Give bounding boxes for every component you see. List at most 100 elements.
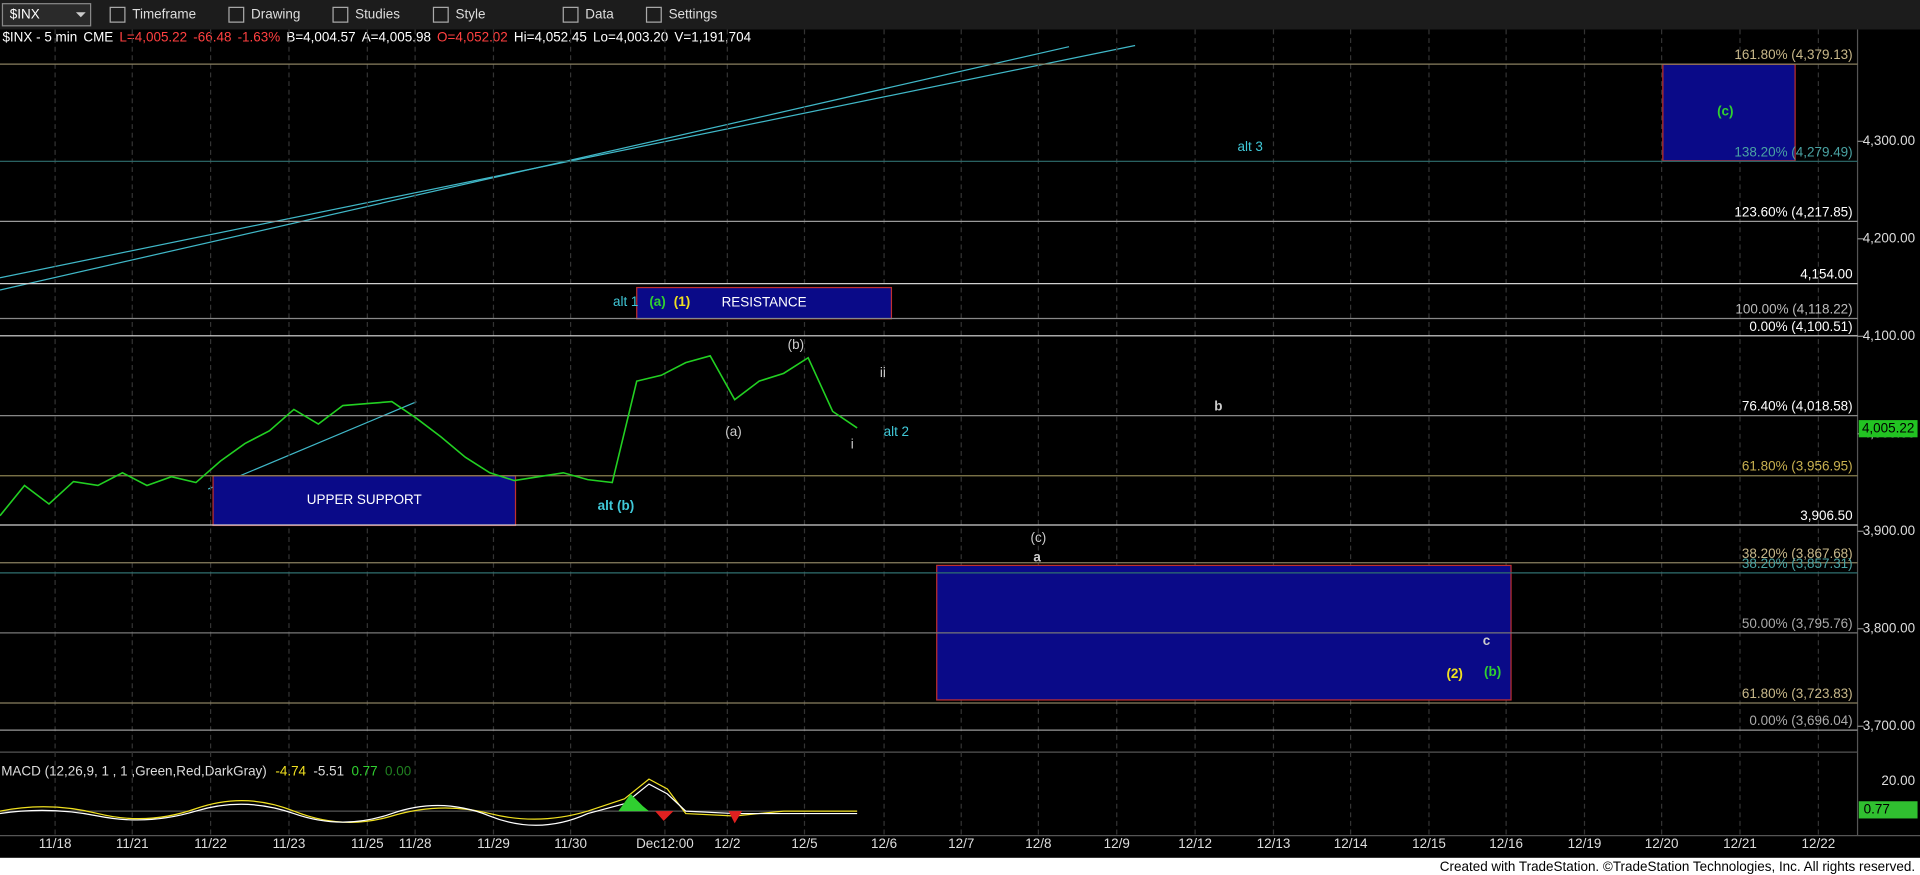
x-tick-label: 12/9: [1104, 836, 1130, 851]
zone-box: [212, 475, 517, 527]
last-price-label: 4,005.22: [1862, 420, 1914, 435]
fib-label: 61.80% (3,956.95): [1742, 459, 1853, 474]
header-item: B=4,004.57: [286, 30, 355, 45]
toolbar: [0, 0, 1920, 30]
x-tick-label: 12/15: [1412, 836, 1446, 851]
fib-label: 161.80% (4,379.13): [1734, 47, 1852, 62]
menu-item[interactable]: Style: [456, 6, 486, 21]
y-tick-label: 3,900.00: [1863, 523, 1915, 538]
footer: Created with TradeStation. ©TradeStation…: [1440, 859, 1915, 874]
macd-label: MACD (12,26,9, 1 , 1 ,Green,Red,DarkGray…: [1, 763, 267, 778]
menu-icon: [109, 6, 126, 23]
header-item: CME: [83, 30, 113, 45]
wave-label: b: [1214, 398, 1222, 413]
wave-label: ii: [880, 365, 886, 380]
y-tick-label: 4,300.00: [1863, 133, 1915, 148]
x-tick-label: 12/5: [791, 836, 817, 851]
menu-item[interactable]: Data: [585, 6, 614, 21]
x-tick-label: 11/29: [477, 836, 510, 851]
x-tick-label: 12/2: [714, 836, 740, 851]
macd-hist-neg: [655, 811, 743, 824]
wave-label: (b): [1484, 664, 1501, 679]
menu-item[interactable]: Timeframe: [132, 6, 196, 21]
macd-last-tag: [1858, 801, 1918, 819]
header-item: Hi=4,052.45: [514, 30, 587, 45]
macd-tick-label: 20.00: [1881, 773, 1915, 788]
wave-label: (c): [1031, 530, 1047, 545]
wave-label: (a): [649, 294, 665, 309]
fib-label: 61.80% (3,723.83): [1742, 686, 1853, 701]
wave-label: alt 1: [613, 294, 638, 309]
x-tick-label: 12/8: [1025, 836, 1051, 851]
menu-icon: [432, 6, 449, 23]
wave-label: a: [1033, 549, 1041, 564]
fib-label: 76.40% (4,018.58): [1742, 399, 1853, 414]
header-item: $INX - 5 min: [2, 30, 77, 45]
fib-label: 100.00% (4,118.22): [1735, 301, 1852, 316]
header-item: -66.48: [193, 30, 231, 45]
fib-label: 38.20% (3,857.31): [1742, 556, 1853, 571]
x-tick-label: 11/23: [273, 836, 306, 851]
y-tick-label: 4,200.00: [1863, 230, 1915, 245]
symbol-box[interactable]: [1, 3, 92, 27]
x-tick-label: 12/21: [1723, 836, 1757, 851]
y-tick-label: 3,700.00: [1863, 718, 1915, 733]
fib-label: 50.00% (3,795.76): [1742, 616, 1853, 631]
header-item: V=1,191,704: [674, 30, 751, 45]
wave-label: (c): [1717, 103, 1733, 118]
macd-value: 0.77: [351, 763, 377, 778]
fib-label: 38.20% (3,867.68): [1742, 546, 1853, 561]
wave-label: c: [1483, 633, 1491, 648]
macd-signal: [0, 783, 858, 826]
menu-icon: [228, 6, 245, 23]
wave-label: (2): [1446, 666, 1462, 681]
fib-label: 4,154.00: [1800, 267, 1852, 282]
x-tick-label: 12/22: [1802, 836, 1836, 851]
x-tick-label: 12/16: [1489, 836, 1523, 851]
zone-box: [636, 286, 893, 320]
footer-bar: [0, 857, 1920, 875]
zone-label: RESISTANCE: [722, 295, 807, 310]
last-price-tag: [1858, 420, 1918, 438]
x-tick-label: 11/21: [116, 836, 149, 851]
x-tick-label: 12/6: [871, 836, 897, 851]
header-item: A=4,005.98: [362, 30, 431, 45]
trendline: [207, 401, 417, 490]
price-line: [0, 354, 858, 517]
wave-label: (a): [725, 424, 741, 439]
x-tick-label: 12/20: [1645, 836, 1679, 851]
macd-line: [0, 778, 858, 823]
fib-label: 123.60% (4,217.85): [1734, 204, 1852, 219]
menu-icon: [645, 6, 662, 23]
header-item: -1.63%: [238, 30, 281, 45]
macd-hist-pos: [618, 793, 649, 812]
menu-item[interactable]: Drawing: [251, 6, 300, 21]
dropdown-arrow: [75, 12, 86, 18]
fib-label: 0.00% (4,100.51): [1749, 319, 1852, 334]
x-tick-label: 11/28: [399, 836, 432, 851]
fib-label: 3,906.50: [1800, 508, 1852, 523]
x-tick-label: 12/13: [1257, 836, 1291, 851]
x-tick-label: 12/14: [1334, 836, 1368, 851]
y-tick-label: 3,800.00: [1863, 620, 1915, 635]
menu-item[interactable]: Settings: [669, 6, 718, 21]
fib-label: 0.00% (3,696.04): [1749, 713, 1852, 728]
symbol[interactable]: $INX: [10, 6, 40, 21]
fib-label: 138.20% (4,279.49): [1734, 144, 1852, 159]
header-item: O=4,052.02: [437, 30, 508, 45]
wave-label: i: [851, 436, 854, 451]
x-tick-label: 11/18: [39, 836, 72, 851]
wave-label: alt 3: [1237, 139, 1262, 154]
x-tick-label: 12/19: [1568, 836, 1602, 851]
zone-label: UPPER SUPPORT: [307, 492, 422, 507]
wave-label: alt 2: [884, 424, 909, 439]
x-tick-label: 12/7: [948, 836, 974, 851]
menu-icon: [562, 6, 579, 23]
wave-label: alt (b): [598, 498, 635, 513]
header-item: L=4,005.22: [119, 30, 187, 45]
x-tick-label: 12/12: [1178, 836, 1212, 851]
menu-icon: [332, 6, 349, 23]
menu-item[interactable]: Studies: [355, 6, 400, 21]
